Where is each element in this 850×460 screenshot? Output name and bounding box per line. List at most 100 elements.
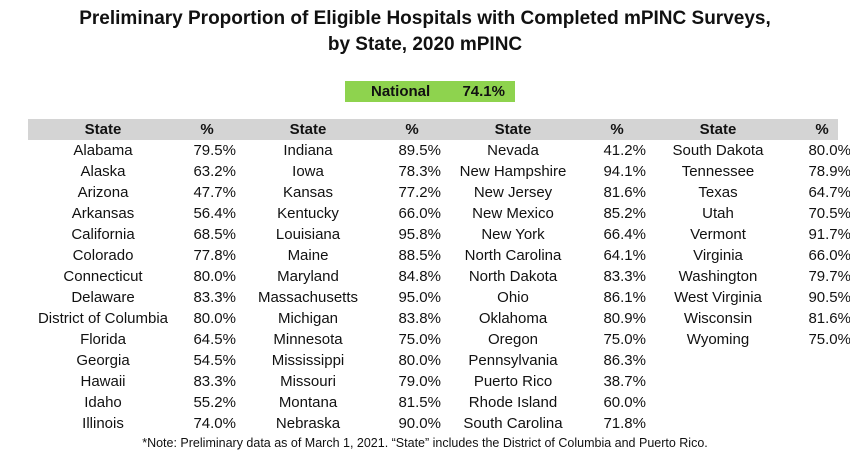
state-percent: 68.5% [193,226,236,243]
state-percent: 91.7% [808,226,850,243]
state-percent: 75.0% [808,331,850,348]
state-percent: 66.4% [603,226,646,243]
header-state: State [494,121,532,138]
state-name: North Carolina [464,247,562,264]
state-percent: 77.2% [398,184,441,201]
state-percent: 79.5% [193,142,236,159]
national-badge: National 74.1% [345,81,515,102]
state-percent: 74.0% [193,415,236,432]
state-name: Washington [678,268,758,285]
state-percent: 64.1% [603,247,646,264]
state-name: California [71,226,135,243]
table-row: Arizona 47.7% Kansas 77.2% New Jersey 81.6% Te… [28,182,850,203]
table-row: Alaska 63.2% Iowa 78.3% New Hampshire 94.1% Te… [28,161,850,182]
state-percent: 78.3% [398,163,441,180]
state-name: Mississippi [271,352,345,369]
state-percent: 84.8% [398,268,441,285]
state-name: Vermont [690,226,746,243]
state-percent: 75.0% [398,331,441,348]
state-name: Montana [278,394,338,411]
state-name: Arkansas [71,205,135,222]
state-name: Texas [698,184,738,201]
title-line-2: by State, 2020 mPINC [327,34,523,55]
table-row: Florida 64.5% Minnesota 75.0% Oregon 75.0% Wyo… [28,329,850,350]
table-row: California 68.5% Louisiana 95.8% New York 66.… [28,224,850,245]
state-percent: 64.5% [193,331,236,348]
state-percent: 80.0% [193,268,236,285]
state-percent: 81.5% [398,394,441,411]
state-name: Missouri [280,373,336,390]
state-name: South Carolina [463,415,563,432]
state-percent: 79.7% [808,268,850,285]
state-name: Oregon [487,331,539,348]
state-percent: 83.3% [193,289,236,306]
state-percent: 63.2% [193,163,236,180]
state-percent: 79.0% [398,373,441,390]
header-percent: % [200,121,214,138]
state-percent: 83.3% [603,268,646,285]
header-state: State [84,121,122,138]
state-name: Wisconsin [683,310,753,327]
state-table: State% State% State% State% Alabama 79.5% Ind… [28,119,850,434]
state-name: Alabama [73,142,133,159]
state-name: Kentucky [277,205,339,222]
table-row: Connecticut 80.0% Maryland 84.8% North Dakot… [28,266,850,287]
state-name: Illinois [82,415,124,432]
state-name: Utah [702,205,734,222]
state-percent: 86.3% [603,352,646,369]
state-percent: 80.9% [603,310,646,327]
table-row: Idaho 55.2% Montana 81.5% Rhode Island 60.0% [28,392,838,413]
state-percent: 80.0% [193,310,236,327]
table-row: Hawaii 83.3% Missouri 79.0% Puerto Rico 38.7% [28,371,838,392]
state-name: Virginia [693,247,743,264]
state-name: District of Columbia [37,310,169,327]
header-percent: % [405,121,419,138]
state-percent: 90.0% [398,415,441,432]
state-percent: 56.4% [193,205,236,222]
state-name: North Dakota [468,268,558,285]
state-name: Indiana [283,142,333,159]
state-percent: 90.5% [808,289,850,306]
state-name: Pennsylvania [468,352,558,369]
state-name: Florida [80,331,126,348]
header-percent: % [610,121,624,138]
header-state: State [699,121,737,138]
state-name: Delaware [71,289,135,306]
state-name: Maryland [277,268,339,285]
state-percent: 80.0% [398,352,441,369]
table-row: Georgia 54.5% Mississippi 80.0% Pennsylvania… [28,350,838,371]
state-name: South Dakota [672,142,764,159]
table-row: Alabama 79.5% Indiana 89.5% Nevada 41.2% South… [28,140,850,161]
table-row: Illinois 74.0% Nebraska 90.0% South Carolina… [28,413,838,434]
page-title: Preliminary Proportion of Eligible Hospi… [0,6,850,58]
state-percent: 94.1% [603,163,646,180]
state-percent: 81.6% [808,310,850,327]
state-percent: 66.0% [808,247,850,264]
state-percent: 83.3% [193,373,236,390]
state-name: Alaska [80,163,126,180]
state-name: Ohio [497,289,529,306]
state-name: Minnesota [273,331,343,348]
state-name: New Hampshire [459,163,567,180]
state-name: Louisiana [275,226,341,243]
state-name: Hawaii [80,373,126,390]
title-line-1: Preliminary Proportion of Eligible Hospi… [79,8,771,29]
state-percent: 54.5% [193,352,236,369]
state-percent: 86.1% [603,289,646,306]
state-name: Connecticut [63,268,143,285]
state-percent: 78.9% [808,163,850,180]
table-header: State% State% State% State% [28,119,838,140]
national-value: 74.1% [462,83,505,100]
header-state: State [289,121,327,138]
state-name: Massachusetts [257,289,359,306]
state-name: Idaho [84,394,122,411]
state-percent: 55.2% [193,394,236,411]
state-name: New Mexico [472,205,554,222]
state-name: Michigan [277,310,339,327]
table-row: Delaware 83.3% Massachusetts 95.0% Ohio 86.1%… [28,287,850,308]
state-name: New York [481,226,545,243]
state-percent: 38.7% [603,373,646,390]
state-name: New Jersey [473,184,553,201]
table-row: Colorado 77.8% Maine 88.5% North Carolina 64.… [28,245,850,266]
state-name: Colorado [72,247,134,264]
